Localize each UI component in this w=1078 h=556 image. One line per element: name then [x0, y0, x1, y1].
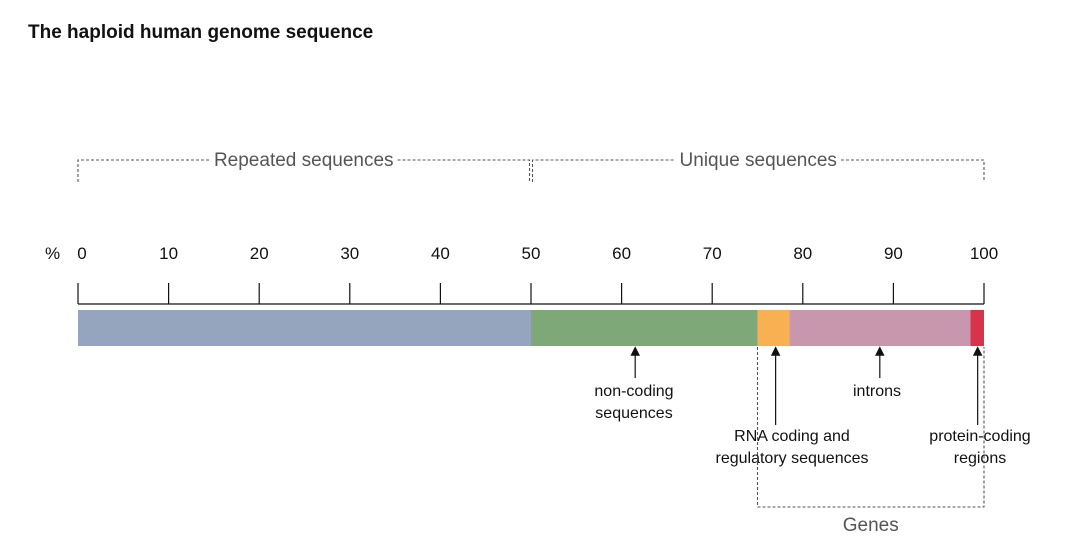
segment-protein-coding	[970, 310, 984, 346]
genes-bracket: Genes	[756, 347, 985, 536]
axis-tick-label: 80	[793, 244, 812, 263]
repeated-bracket-right	[397, 159, 531, 182]
non-coding-label-line: non-coding	[594, 383, 673, 400]
segment-rna-coding-regulatory	[757, 310, 790, 346]
axis-tick-label: 30	[340, 244, 359, 263]
repeated-bracket: Repeated sequences	[77, 150, 531, 182]
axis-tick-label: 100	[970, 244, 998, 263]
axis-tick-label: 10	[159, 244, 178, 263]
unique-bracket-right	[840, 159, 985, 182]
rna-coding-annotation: RNA coding and regulatory sequences	[716, 346, 869, 467]
axis-tick-label: 40	[431, 244, 450, 263]
segment-non-coding	[531, 310, 758, 346]
protein-coding-label-line: protein-coding	[929, 428, 1030, 445]
axis-tick-label: 90	[884, 244, 903, 263]
diagram-title: The haploid human genome sequence	[28, 22, 373, 43]
axis-unit-label: %	[45, 244, 60, 263]
non-coding-annotation: non-coding sequences	[594, 346, 674, 422]
genes-label: Genes	[843, 515, 899, 536]
non-coding-label-line: sequences	[595, 405, 672, 422]
axis-tick-label: 60	[612, 244, 631, 263]
rna-coding-label-line: regulatory sequences	[716, 450, 869, 467]
axis-tick-label: 0	[77, 244, 86, 263]
group-brackets: Repeated sequences Unique sequences	[77, 150, 985, 182]
axis-tick-label: 50	[522, 244, 541, 263]
segment-repeated	[78, 310, 531, 346]
rna-coding-label-line: RNA coding and	[734, 428, 850, 445]
axis-tick-label: 70	[703, 244, 722, 263]
unique-label: Unique sequences	[680, 150, 837, 171]
axis-tick-label: 20	[250, 244, 269, 263]
genome-bar	[78, 310, 984, 346]
protein-coding-label-line: regions	[954, 450, 1006, 467]
protein-coding-annotation: protein-coding regions	[929, 346, 1031, 467]
unique-bracket: Unique sequences	[531, 150, 985, 182]
percent-axis: 0 10 20 30 40 50 60 70 80 90 100	[77, 244, 998, 305]
annotations: non-coding sequences RNA coding and regulat…	[594, 346, 1031, 536]
genes-bracket-line	[756, 347, 985, 508]
introns-annotation: introns	[853, 346, 901, 400]
introns-label-line: introns	[853, 383, 901, 400]
repeated-label: Repeated sequences	[214, 150, 394, 171]
segment-introns	[789, 310, 971, 346]
unique-bracket-left	[531, 159, 676, 182]
repeated-bracket-left	[77, 159, 210, 182]
